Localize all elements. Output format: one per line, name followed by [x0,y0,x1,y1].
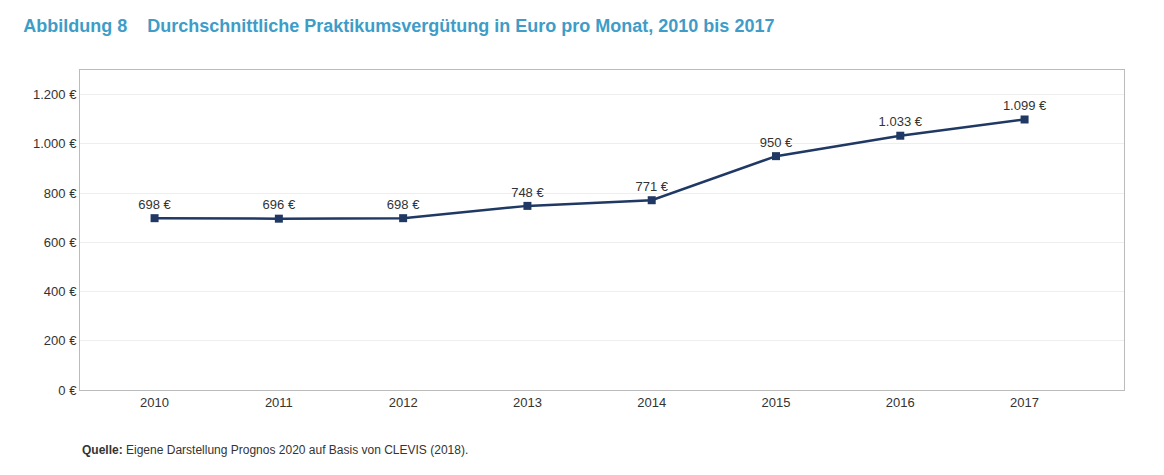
svg-text:1.099 €: 1.099 € [1003,98,1047,113]
svg-text:2014: 2014 [637,395,666,410]
svg-text:400 €: 400 € [44,284,77,299]
svg-text:950 €: 950 € [760,135,793,150]
svg-text:748 €: 748 € [511,185,544,200]
svg-text:0 €: 0 € [58,383,77,398]
svg-text:698 €: 698 € [138,197,171,212]
svg-text:800 €: 800 € [44,186,77,201]
svg-text:696 €: 696 € [263,197,296,212]
svg-text:200 €: 200 € [44,333,77,348]
svg-text:1.033 €: 1.033 € [879,114,923,129]
svg-text:771 €: 771 € [635,179,668,194]
svg-text:1.200 €: 1.200 € [33,87,77,102]
svg-text:2017: 2017 [1010,395,1039,410]
svg-text:1.000 €: 1.000 € [33,136,77,151]
svg-text:698 €: 698 € [387,197,420,212]
svg-text:2013: 2013 [513,395,542,410]
svg-text:2011: 2011 [265,395,293,410]
svg-text:2015: 2015 [762,395,791,410]
svg-text:600 €: 600 € [44,235,77,250]
svg-text:2012: 2012 [389,395,418,410]
svg-text:2010: 2010 [140,395,169,410]
svg-text:Abbildung 8 Durchschnittlic: Abbildung 8 Durchschnittliche Praktikums… [23,16,774,36]
svg-text:2016: 2016 [886,395,915,410]
svg-text:Quelle: Eigene Darstellung Pro: Quelle: Eigene Darstellung Prognos 2020 … [82,443,468,457]
